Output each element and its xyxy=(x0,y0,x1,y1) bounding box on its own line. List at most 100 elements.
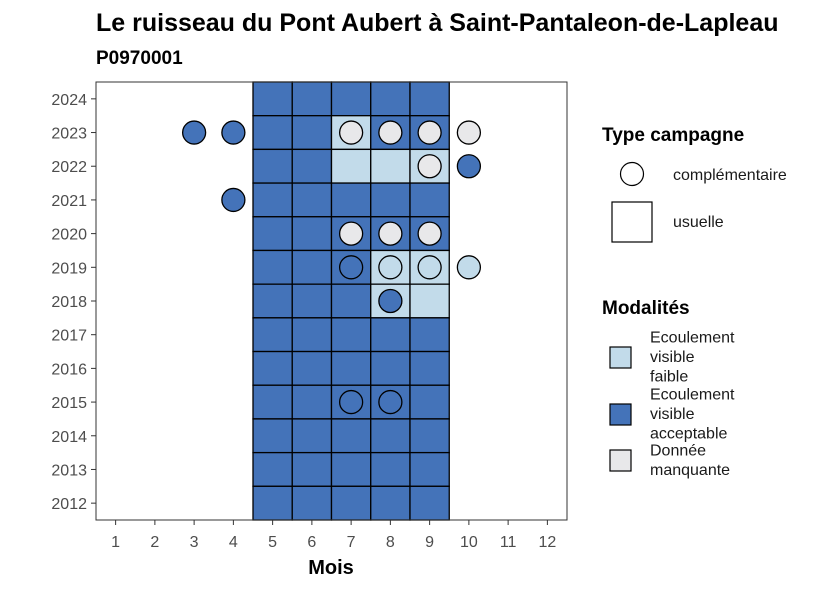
tile-2013-5 xyxy=(252,451,293,487)
tile-2016-8 xyxy=(370,350,411,386)
tile-2022-7 xyxy=(330,148,372,184)
legend-label-ecoulement-visible-faible-line-1: Ecoulement xyxy=(650,330,735,347)
y-tick-label-2019: 2019 xyxy=(51,260,87,277)
legend-label-donnee-manquante-line-2: manquante xyxy=(650,462,730,479)
tile-2020-5 xyxy=(252,216,293,252)
x-tick-label-9: 9 xyxy=(425,534,434,551)
tile-2018-9 xyxy=(409,283,450,319)
point-2023-8 xyxy=(378,120,403,145)
legend-label-usuelle: usuelle xyxy=(673,214,724,231)
point-2015-7 xyxy=(338,389,364,415)
y-tick-label-2017: 2017 xyxy=(51,328,87,345)
point-2019-7 xyxy=(338,255,364,280)
legend: Type campagne complémentaire usuelle Mod… xyxy=(602,125,787,479)
x-tick-label-1: 1 xyxy=(111,534,120,551)
tile-2024-7 xyxy=(330,81,372,117)
tile-2017-7 xyxy=(330,317,372,353)
y-tick-label-2014: 2014 xyxy=(51,429,87,446)
tile-2014-8 xyxy=(370,418,411,454)
x-axis-title: Mois xyxy=(308,557,354,579)
tile-2021-6 xyxy=(291,182,333,218)
legend-fill-items: EcoulementvisiblefaibleEcoulementvisible… xyxy=(609,330,735,479)
tile-2017-6 xyxy=(291,317,333,353)
tile-2013-9 xyxy=(409,451,450,487)
point-2020-7 xyxy=(338,221,364,246)
tile-2012-9 xyxy=(409,485,450,521)
legend-key-ecoulement-visible-acceptable xyxy=(609,403,632,426)
tile-2014-6 xyxy=(291,418,333,454)
legend-label-ecoulement-visible-faible-line-2: visible xyxy=(650,349,695,366)
x-tick-label-8: 8 xyxy=(386,534,395,551)
tile-2018-7 xyxy=(330,283,372,319)
tile-2012-7 xyxy=(330,485,372,521)
tile-2019-5 xyxy=(252,249,293,285)
tile-2017-5 xyxy=(252,317,293,353)
tile-2016-5 xyxy=(252,350,293,386)
legend-title-modalites: Modalités xyxy=(602,298,690,319)
tile-2015-6 xyxy=(291,384,333,420)
tile-2018-5 xyxy=(252,283,293,319)
y-tick-label-2015: 2015 xyxy=(51,395,87,412)
point-2020-9 xyxy=(417,221,442,246)
tile-2023-5 xyxy=(252,115,293,151)
y-tick-label-2018: 2018 xyxy=(51,294,87,311)
point-2023-3 xyxy=(181,120,207,145)
point-2019-8 xyxy=(378,255,403,280)
chart-subtitle: P0970001 xyxy=(96,48,183,69)
tile-2013-6 xyxy=(291,451,333,487)
x-tick-label-3: 3 xyxy=(190,534,199,551)
tile-2023-6 xyxy=(291,115,333,151)
tile-2022-6 xyxy=(291,148,333,184)
y-tick-label-2012: 2012 xyxy=(51,496,87,513)
x-tick-label-12: 12 xyxy=(538,534,556,551)
legend-label-ecoulement-visible-acceptable-line-3: acceptable xyxy=(650,426,727,443)
y-tick-label-2016: 2016 xyxy=(51,361,87,378)
x-tick-label-5: 5 xyxy=(268,534,277,551)
legend-label-complementaire: complémentaire xyxy=(673,167,787,184)
tiles-layer xyxy=(252,81,450,521)
tile-2015-9 xyxy=(409,384,450,420)
tile-2024-8 xyxy=(370,81,411,117)
tile-2021-5 xyxy=(252,182,293,218)
legend-title-type-campagne: Type campagne xyxy=(602,125,744,146)
tile-2024-5 xyxy=(252,81,293,117)
tile-2021-7 xyxy=(330,182,372,218)
legend-label-ecoulement-visible-faible-line-3: faible xyxy=(650,369,688,386)
x-tick-label-10: 10 xyxy=(460,534,478,551)
y-tick-label-2013: 2013 xyxy=(51,462,87,479)
x-tick-label-4: 4 xyxy=(229,534,238,551)
tile-2021-9 xyxy=(409,182,450,218)
y-tick-label-2024: 2024 xyxy=(51,92,87,109)
tile-2012-5 xyxy=(252,485,293,521)
tile-2024-6 xyxy=(291,81,333,117)
y-tick-label-2021: 2021 xyxy=(51,193,87,210)
tile-2019-6 xyxy=(291,249,333,285)
legend-key-donnee-manquante xyxy=(609,449,632,472)
x-tick-label-7: 7 xyxy=(347,534,356,551)
y-axis: 2012 2013 2014 2015 2016 2017 2018 2019 2020 2021… xyxy=(51,92,96,513)
tile-2020-6 xyxy=(291,216,333,252)
legend-circle-marker xyxy=(619,161,645,187)
tile-2021-8 xyxy=(370,182,411,218)
legend-label-ecoulement-visible-acceptable-line-1: Ecoulement xyxy=(650,387,735,404)
point-2019-10 xyxy=(456,255,482,280)
y-tick-label-2022: 2022 xyxy=(51,159,87,176)
y-tick-label-2020: 2020 xyxy=(51,227,87,244)
tile-2012-8 xyxy=(370,485,411,521)
point-2022-10 xyxy=(456,154,482,179)
tile-2022-5 xyxy=(252,148,293,184)
point-2020-8 xyxy=(378,221,403,246)
legend-label-ecoulement-visible-acceptable-line-2: visible xyxy=(650,406,695,423)
tile-2016-9 xyxy=(409,350,450,386)
tile-2018-6 xyxy=(291,283,333,319)
x-tick-label-6: 6 xyxy=(307,534,316,551)
tile-2016-6 xyxy=(291,350,333,386)
tile-2013-8 xyxy=(370,451,411,487)
tile-2024-9 xyxy=(409,81,450,117)
x-axis: 1 2 3 4 5 6 7 8 9 10 11 12 xyxy=(111,520,556,551)
point-2023-4 xyxy=(221,120,246,145)
x-tick-label-2: 2 xyxy=(150,534,159,551)
point-2023-7 xyxy=(338,120,364,145)
tile-2014-9 xyxy=(409,418,450,454)
